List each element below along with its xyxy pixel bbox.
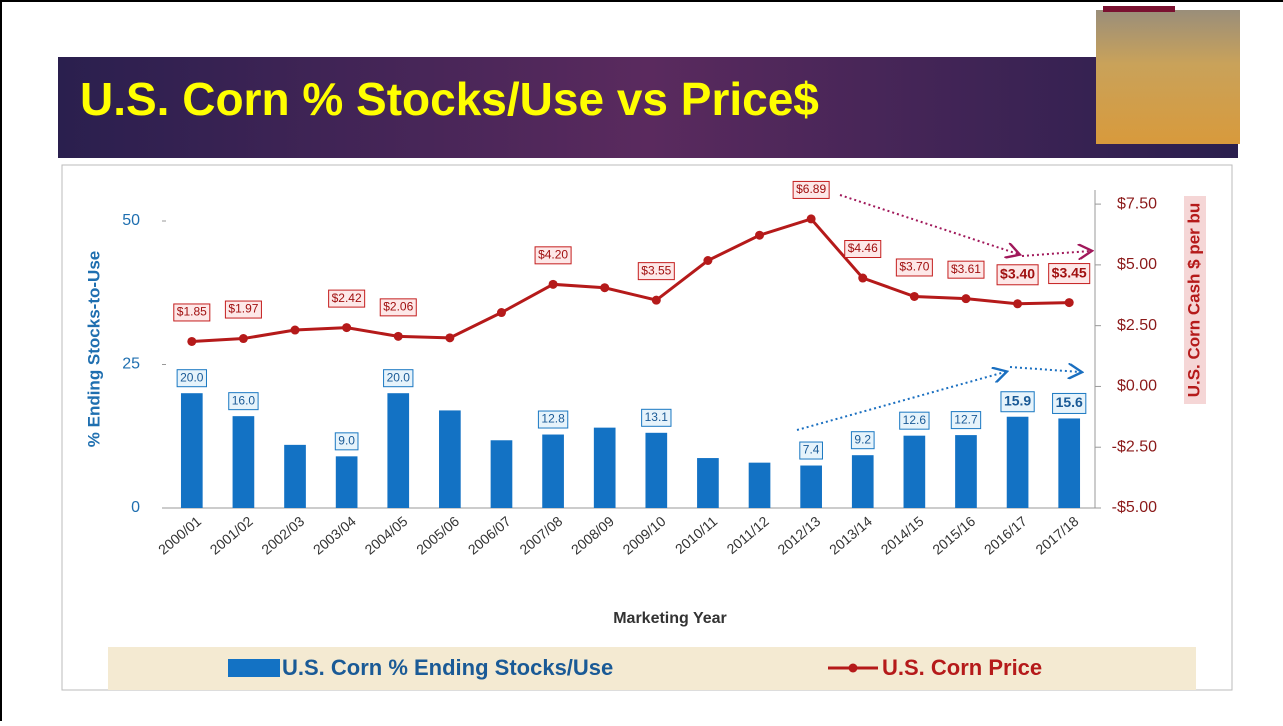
y2-tick-label: $7.50 (1117, 195, 1157, 212)
price-point (1013, 299, 1022, 308)
data-label: $1.85 (177, 305, 207, 319)
data-label: 9.2 (854, 432, 871, 446)
price-point (187, 337, 196, 346)
corn-photo (1096, 10, 1240, 144)
bar (800, 466, 822, 508)
data-label: 9.0 (338, 434, 355, 448)
bar (697, 458, 719, 508)
price-point (394, 332, 403, 341)
y-tick-label: 50 (122, 212, 140, 229)
price-point (807, 214, 816, 223)
data-label: 15.6 (1056, 394, 1083, 410)
y2-tick-label: -$2.50 (1112, 438, 1157, 455)
price-point (703, 256, 712, 265)
legend-swatch (849, 664, 858, 673)
price-point (239, 334, 248, 343)
legend-label: U.S. Corn Price (882, 655, 1042, 680)
bar (1007, 417, 1029, 508)
data-label: 16.0 (232, 393, 256, 407)
y2-tick-label: -$5.00 (1112, 499, 1157, 516)
bar (439, 410, 461, 508)
y2-tick-label: $0.00 (1117, 378, 1157, 395)
data-label: 20.0 (180, 370, 204, 384)
data-label: $3.70 (899, 260, 929, 274)
bar (1058, 418, 1080, 508)
bar (955, 435, 977, 508)
bar (645, 433, 667, 508)
slide: U.S. Corn % Stocks/Use vs Price$ % Endin… (0, 0, 1283, 721)
price-point (445, 333, 454, 342)
page: {"chart_data": { "type": "bar-line", "ti… (0, 0, 1283, 721)
data-label: $3.55 (641, 263, 671, 277)
bar (542, 435, 564, 508)
price-point (342, 323, 351, 332)
y-tick-label: 0 (131, 499, 140, 516)
data-label: $4.20 (538, 248, 568, 262)
chart-title: U.S. Corn % Stocks/Use vs Price$ (80, 73, 819, 125)
legend-label: U.S. Corn % Ending Stocks/Use (282, 655, 613, 680)
y-axis-label: % Ending Stocks-to-Use (84, 251, 103, 447)
bar (233, 416, 255, 508)
bar (336, 456, 358, 508)
y2-axis-label: U.S. Corn Cash $ per bu (1184, 203, 1203, 398)
data-label: $1.97 (228, 302, 258, 316)
bar (387, 393, 409, 508)
data-label: 12.6 (903, 413, 927, 427)
price-point (497, 308, 506, 317)
bar (904, 436, 926, 508)
bar (594, 428, 616, 508)
price-point (1065, 298, 1074, 307)
data-label: 12.8 (541, 412, 565, 426)
price-point (600, 283, 609, 292)
price-point (858, 274, 867, 283)
data-label: 13.1 (645, 410, 669, 424)
price-point (291, 326, 300, 335)
bar (852, 455, 874, 508)
data-label: $3.40 (1000, 265, 1035, 281)
price-point (549, 280, 558, 289)
data-label: $3.61 (951, 262, 981, 276)
x-axis-label: Marketing Year (613, 610, 727, 627)
data-label: $6.89 (796, 182, 826, 196)
price-point (961, 294, 970, 303)
legend-swatch (228, 659, 280, 677)
data-label: 12.7 (954, 412, 978, 426)
data-label: $3.45 (1052, 264, 1087, 280)
price-point (755, 231, 764, 240)
y2-tick-label: $2.50 (1117, 317, 1157, 334)
bar (749, 463, 771, 508)
data-label: $2.06 (383, 300, 413, 314)
data-label: 7.4 (803, 443, 820, 457)
data-label: 15.9 (1004, 392, 1031, 408)
data-label: $2.42 (332, 291, 362, 305)
bar (491, 440, 513, 508)
price-point (910, 292, 919, 301)
data-label: 20.0 (387, 370, 411, 384)
y-tick-label: 25 (122, 356, 140, 373)
photo-accent (1103, 6, 1175, 12)
price-point (652, 296, 661, 305)
data-label: $4.46 (848, 241, 878, 255)
bar (181, 393, 203, 508)
y2-tick-label: $5.00 (1117, 256, 1157, 273)
bar (284, 445, 306, 508)
